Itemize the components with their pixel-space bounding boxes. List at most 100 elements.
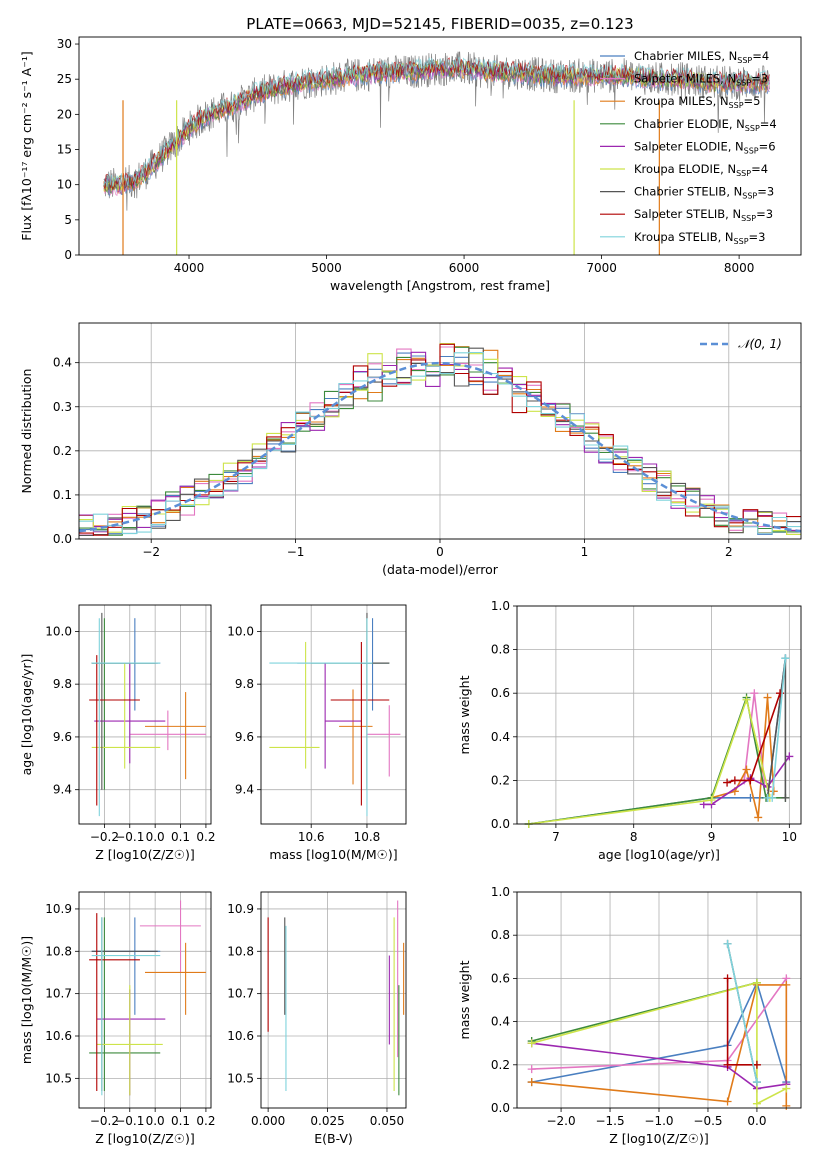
y-tick-label: 10.0 — [45, 624, 72, 638]
weight-marker — [781, 654, 790, 663]
legend-label: Kroupa ELODIE, NSSP=4 — [634, 162, 768, 178]
legend-sub: SSP — [729, 101, 744, 110]
x-tick-label: 0 — [436, 545, 444, 559]
y-axis-label: Normed distribution — [19, 369, 34, 494]
weight-marker — [782, 1084, 791, 1093]
legend-label: 𝒩(0, 1) — [738, 337, 782, 351]
weight-marker — [752, 1099, 761, 1108]
x-tick-label: 10.8 — [354, 830, 381, 844]
x-axis-label: (data-model)/error — [382, 562, 499, 577]
errorbar-point — [269, 641, 320, 769]
weight-marker — [742, 765, 751, 774]
axes-weight_vs_age — [517, 605, 801, 825]
legend-text: =3 — [757, 185, 774, 199]
x-tick-label: 10.6 — [298, 830, 325, 844]
axes-age_vs_mass — [261, 605, 406, 824]
y-tick-label: 9.4 — [53, 783, 72, 797]
legend-label: Chabrier STELIB, NSSP=3 — [634, 185, 774, 201]
y-tick-label: 10 — [57, 178, 72, 192]
x-tick-label: 1 — [581, 545, 589, 559]
weight-marker — [527, 1078, 536, 1087]
y-tick-label: 10.7 — [227, 987, 254, 1001]
weight-marker — [754, 813, 763, 822]
errorbar-point — [145, 692, 206, 780]
weight-marker — [723, 1060, 732, 1069]
errorbar-point — [91, 663, 161, 769]
y-tick-label: 10.8 — [227, 944, 254, 958]
errorbar-point — [91, 618, 156, 790]
x-tick-label: −0.1 — [115, 830, 144, 844]
x-tick-label: 0.1 — [171, 1114, 190, 1128]
legend-text: Kroupa STELIB, N — [634, 230, 734, 244]
x-tick-label: 7000 — [586, 261, 617, 275]
x-tick-label: −0.5 — [693, 1114, 722, 1128]
legend-text: =3 — [749, 230, 766, 244]
y-tick-label: 0.3 — [53, 400, 72, 414]
y-tick-label: 9.4 — [235, 783, 254, 797]
legend-text: =3 — [756, 207, 773, 221]
legend-label: Salpeter MILES, NSSP=3 — [634, 72, 768, 88]
weight-marker — [723, 1097, 732, 1106]
x-tick-label: −0.2 — [90, 830, 119, 844]
chart-title: PLATE=0663, MJD=52145, FIBERID=0035, z=0… — [246, 15, 633, 33]
legend-sub: SSP — [745, 124, 760, 133]
x-axis-label: age [log10(age/yr)] — [598, 847, 720, 862]
errorbar-point — [96, 985, 163, 1096]
y-tick-label: 0.2 — [53, 444, 72, 458]
x-tick-label: 0.0 — [747, 1114, 766, 1128]
y-tick-label: 10.6 — [45, 1029, 72, 1043]
legend-label: Kroupa MILES, NSSP=5 — [634, 94, 760, 110]
axes-frame — [78, 891, 212, 1109]
y-tick-label: 0.8 — [491, 643, 510, 657]
weight-marker — [752, 1078, 761, 1087]
axes-frame — [260, 604, 407, 825]
weight-marker — [723, 778, 732, 787]
y-tick-label: 0.8 — [491, 928, 510, 942]
errorbar-point — [129, 710, 206, 751]
legend-text: Kroupa ELODIE, N — [634, 162, 736, 176]
y-tick-label: 1.0 — [491, 885, 510, 899]
y-tick-label: 0 — [64, 248, 72, 262]
legend-text: Chabrier ELODIE, N — [634, 117, 745, 131]
y-tick-label: 0.6 — [491, 971, 510, 985]
weight-marker — [785, 752, 794, 761]
x-tick-label: −1 — [287, 545, 305, 559]
axes-mass_vs_Z — [79, 892, 211, 1108]
errorbar-point — [91, 917, 161, 1096]
legend-text: =5 — [744, 94, 761, 108]
errorbar-point — [89, 913, 140, 1092]
legend-sub: SSP — [737, 56, 752, 65]
errorbar-point — [89, 655, 140, 806]
histogram-step — [79, 351, 801, 535]
x-tick-label: 0.0 — [146, 830, 165, 844]
y-tick-label: 9.6 — [53, 730, 72, 744]
errorbar-point — [145, 942, 206, 1015]
y-axis-label: Flux [fλ10⁻¹⁷ erg cm⁻² s⁻¹ A⁻¹] — [19, 51, 34, 240]
weight-marker — [781, 793, 790, 802]
errorbar-point — [361, 612, 390, 790]
errorbar-point — [94, 663, 166, 764]
legend-sub: SSP — [741, 214, 756, 223]
histogram-step — [79, 343, 801, 536]
errorbar-point — [139, 900, 201, 973]
x-tick-label: 7 — [552, 830, 560, 844]
x-tick-label: 0.000 — [251, 1114, 285, 1128]
weight-line — [528, 658, 787, 825]
y-tick-label: 10.9 — [227, 902, 254, 916]
y-tick-label: 10.0 — [227, 624, 254, 638]
errorbar-point — [324, 663, 362, 769]
legend-text: Chabrier STELIB, N — [634, 185, 742, 199]
y-tick-label: 0.0 — [53, 532, 72, 546]
y-tick-label: 10.6 — [227, 1029, 254, 1043]
y-tick-label: 10.7 — [45, 987, 72, 1001]
weight-marker — [527, 1065, 536, 1074]
y-tick-label: 0.6 — [491, 686, 510, 700]
axes-weight_vs_Z — [517, 891, 801, 1109]
normal-curve — [78, 361, 802, 533]
y-tick-label: 25 — [57, 72, 72, 86]
legend-sub: SSP — [736, 169, 751, 178]
x-tick-label: −0.2 — [90, 1114, 119, 1128]
weight-marker — [782, 980, 791, 989]
x-tick-label: 4000 — [174, 261, 205, 275]
